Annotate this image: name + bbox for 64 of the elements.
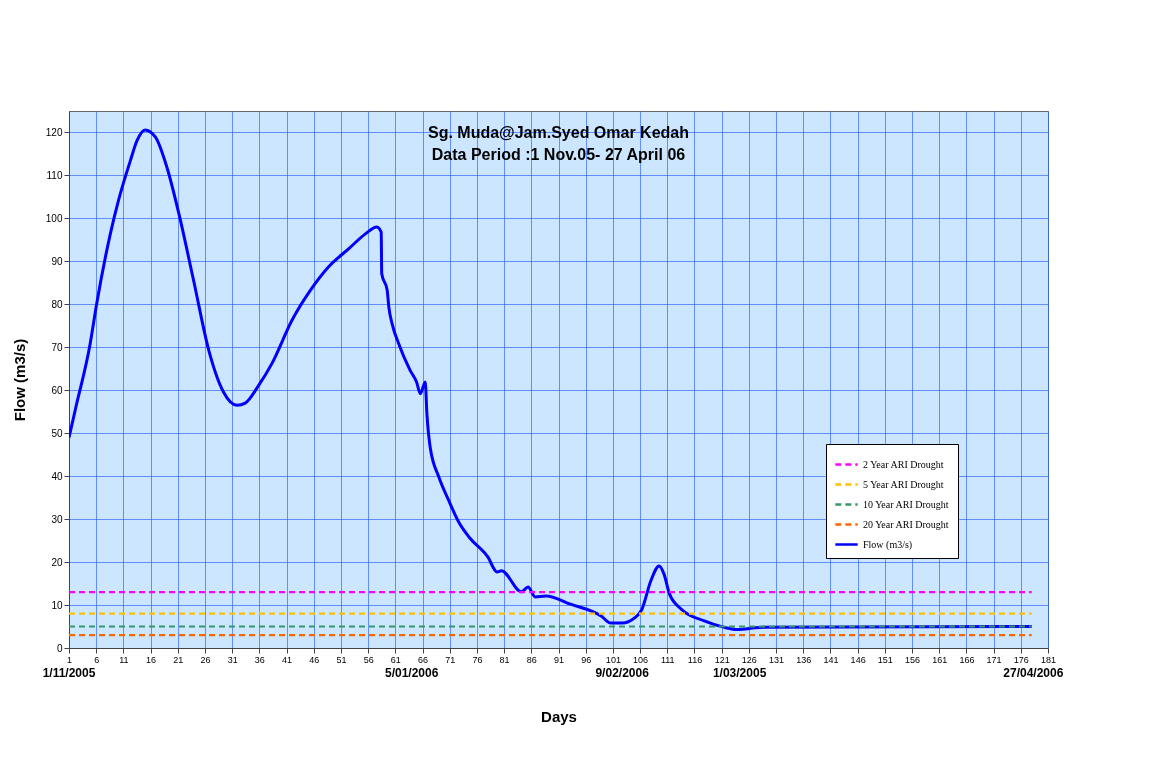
y-tick-label: 80	[51, 298, 63, 310]
text: Sg. Muda@Jam.Syed Omar Kedah	[427, 124, 690, 141]
x-tick-label: 176	[1013, 654, 1029, 665]
x-tick-label: 51	[336, 654, 347, 665]
x-tick-label: 1	[66, 654, 73, 665]
x-tick-label: 126	[741, 654, 757, 665]
x-tick-label: 86	[526, 654, 537, 665]
x-tick-label: 46	[309, 654, 320, 665]
y-tick-label: 0	[56, 642, 63, 654]
y-tick-label: 110	[46, 169, 63, 181]
text: 1/11/2005	[42, 666, 96, 680]
legend-label: 5 Year ARI Drought	[863, 478, 944, 490]
y-tick-label: 100	[45, 212, 63, 224]
x-tick-label: 91	[553, 654, 565, 665]
y-tick-label: 120	[45, 126, 63, 138]
x-tick-label: 56	[363, 654, 374, 665]
x-tick-label: 166	[959, 654, 975, 665]
x-tick-label: 76	[472, 654, 483, 665]
x-tick-label: 106	[633, 654, 649, 665]
x-tick-label: 26	[200, 654, 211, 665]
y-tick-label: 50	[51, 427, 63, 439]
y-tick-label: 60	[51, 384, 63, 396]
y-tick-label: 40	[51, 470, 63, 482]
x-tick-label: 121	[714, 654, 730, 665]
x-tick-label: 21	[173, 654, 184, 665]
y-axis-title: Flow (m3/s)	[10, 338, 28, 422]
x-tick-label: 156	[905, 654, 921, 665]
x-tick-label: 81	[499, 654, 510, 665]
x-tick-label: 181	[1040, 654, 1057, 665]
text: 9/02/2006	[595, 666, 650, 680]
x-tick-label: 141	[823, 654, 839, 665]
x-tick-label: 16	[146, 654, 157, 665]
text: 5/01/2006	[384, 666, 439, 680]
x-tick-label: 171	[986, 654, 1002, 665]
x-tick-label: 11	[119, 654, 129, 665]
x-tick-label: 41	[282, 654, 293, 665]
text: Data Period :1 Nov.05- 27 April 06	[431, 146, 686, 163]
text: 27/04/2006	[1003, 666, 1064, 680]
x-axis-title: Days	[541, 707, 577, 725]
y-tick-label: 70	[51, 341, 63, 353]
legend-label: 20 Year ARI Drought	[863, 518, 949, 530]
y-tick-label: 90	[51, 255, 63, 267]
x-tick-label: 146	[850, 654, 866, 665]
text: 1/03/2005	[712, 666, 767, 680]
legend-label: 10 Year ARI Drought	[863, 498, 949, 510]
x-tick-label: 36	[254, 654, 265, 665]
x-tick-label: 161	[932, 654, 948, 665]
legend-label: 2 Year ARI Drought	[863, 458, 944, 470]
x-tick-label: 131	[769, 654, 785, 665]
x-tick-label: 66	[418, 654, 429, 665]
x-tick-label: 6	[94, 654, 100, 665]
x-tick-label: 31	[227, 654, 238, 665]
x-tick-label: 61	[390, 654, 401, 665]
legend-label: Flow (m3/s)	[863, 538, 913, 551]
y-tick-label: 30	[51, 513, 63, 525]
x-tick-label: 101	[605, 654, 621, 665]
x-tick-label: 116	[687, 654, 703, 665]
y-tick-label: 20	[51, 556, 63, 568]
x-tick-label: 136	[796, 654, 812, 665]
y-tick-label: 10	[51, 599, 63, 611]
x-tick-label: 111	[660, 654, 675, 665]
x-tick-label: 96	[581, 654, 592, 665]
x-tick-label: 71	[445, 654, 456, 665]
x-tick-label: 151	[877, 654, 893, 665]
